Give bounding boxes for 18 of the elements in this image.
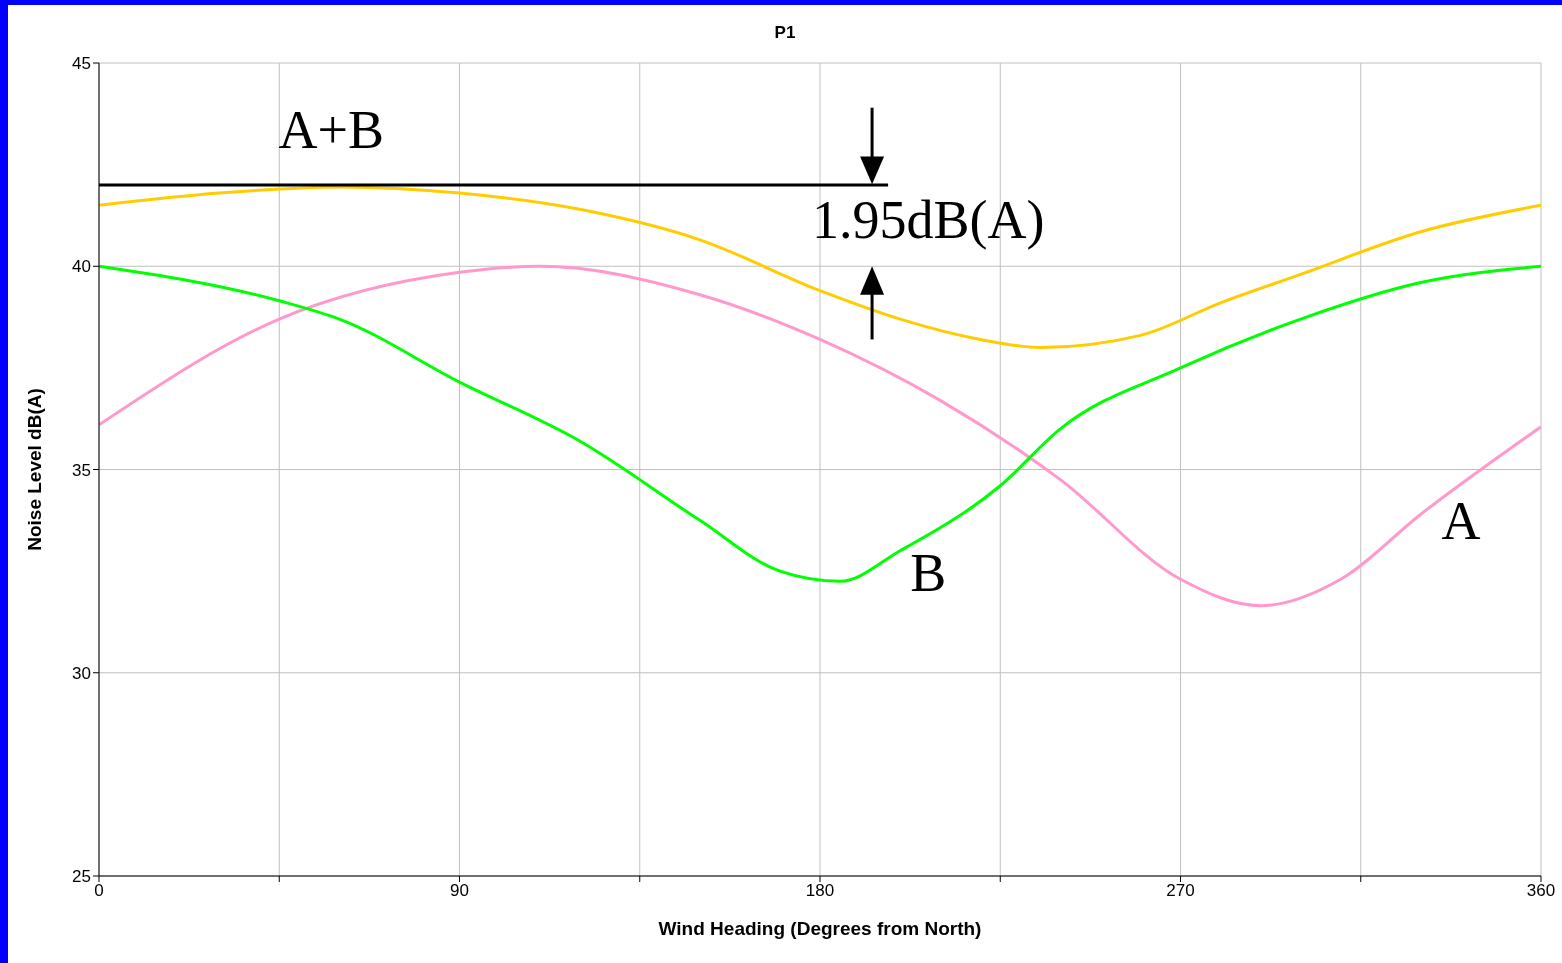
x-tick-label: 90 — [450, 881, 469, 901]
y-tick-label: 25 — [72, 867, 91, 887]
annotation: 1.95dB(A) — [811, 189, 1045, 250]
series-label: A+B — [278, 100, 385, 161]
y-tick-label: 45 — [72, 54, 91, 74]
x-tick-label: 0 — [94, 881, 104, 901]
series-label: B — [910, 543, 947, 604]
y-tick-label: 35 — [72, 460, 91, 480]
x-tick-label: 360 — [1526, 881, 1556, 901]
line-series — [99, 185, 1541, 350]
x-tick-label: 180 — [805, 881, 835, 901]
x-tick-label: 270 — [1166, 881, 1195, 901]
y-tick-label: 30 — [72, 663, 91, 683]
series-label: A — [1441, 490, 1481, 551]
chart-title: P1 — [773, 23, 797, 43]
x-axis-title: Wind Heading (Degrees from North) — [658, 918, 982, 939]
y-axis-title: Noise Level dB(A) — [23, 388, 45, 551]
y-tick-label: 40 — [72, 257, 91, 277]
